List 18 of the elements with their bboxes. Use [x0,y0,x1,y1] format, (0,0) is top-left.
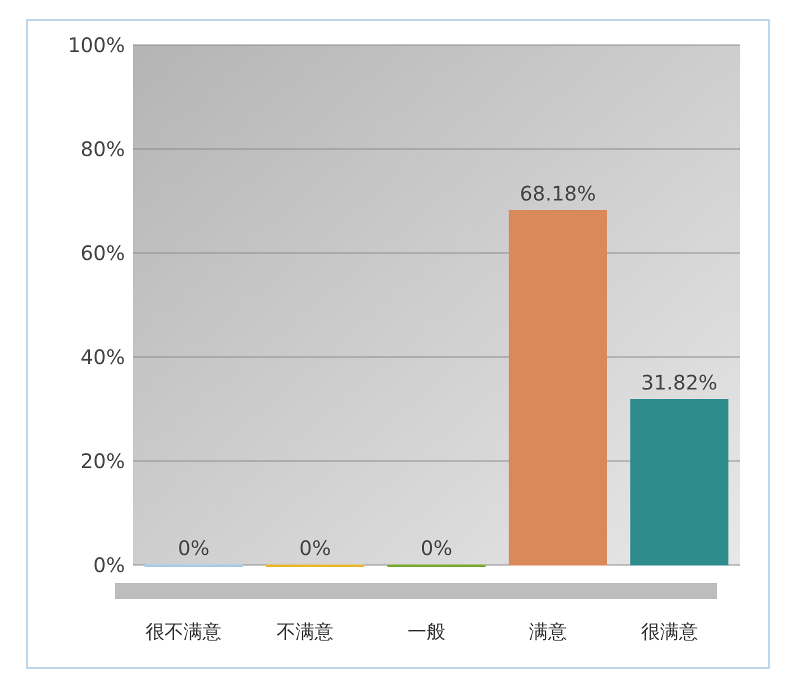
bar [630,399,728,566]
x-tick-label: 不满意 [276,621,334,643]
y-tick-label: 20% [80,449,125,473]
x-tick-label: 很满意 [640,621,698,643]
y-tick-label: 80% [80,137,125,161]
data-label: 31.82% [641,370,718,395]
data-label: 0% [178,536,210,560]
x-tick-label: 满意 [528,621,567,643]
x-tick-label: 一般 [408,621,446,643]
data-label: 0% [299,536,331,560]
x-tick-label: 很不满意 [146,621,222,643]
bar [508,210,607,566]
y-tick-label: 100% [68,33,125,57]
y-tick-label: 0% [93,553,125,577]
data-label: 0% [420,536,452,560]
y-tick-label: 60% [80,241,125,265]
data-label: 68.18% [520,181,596,206]
y-tick-label: 40% [80,345,125,369]
